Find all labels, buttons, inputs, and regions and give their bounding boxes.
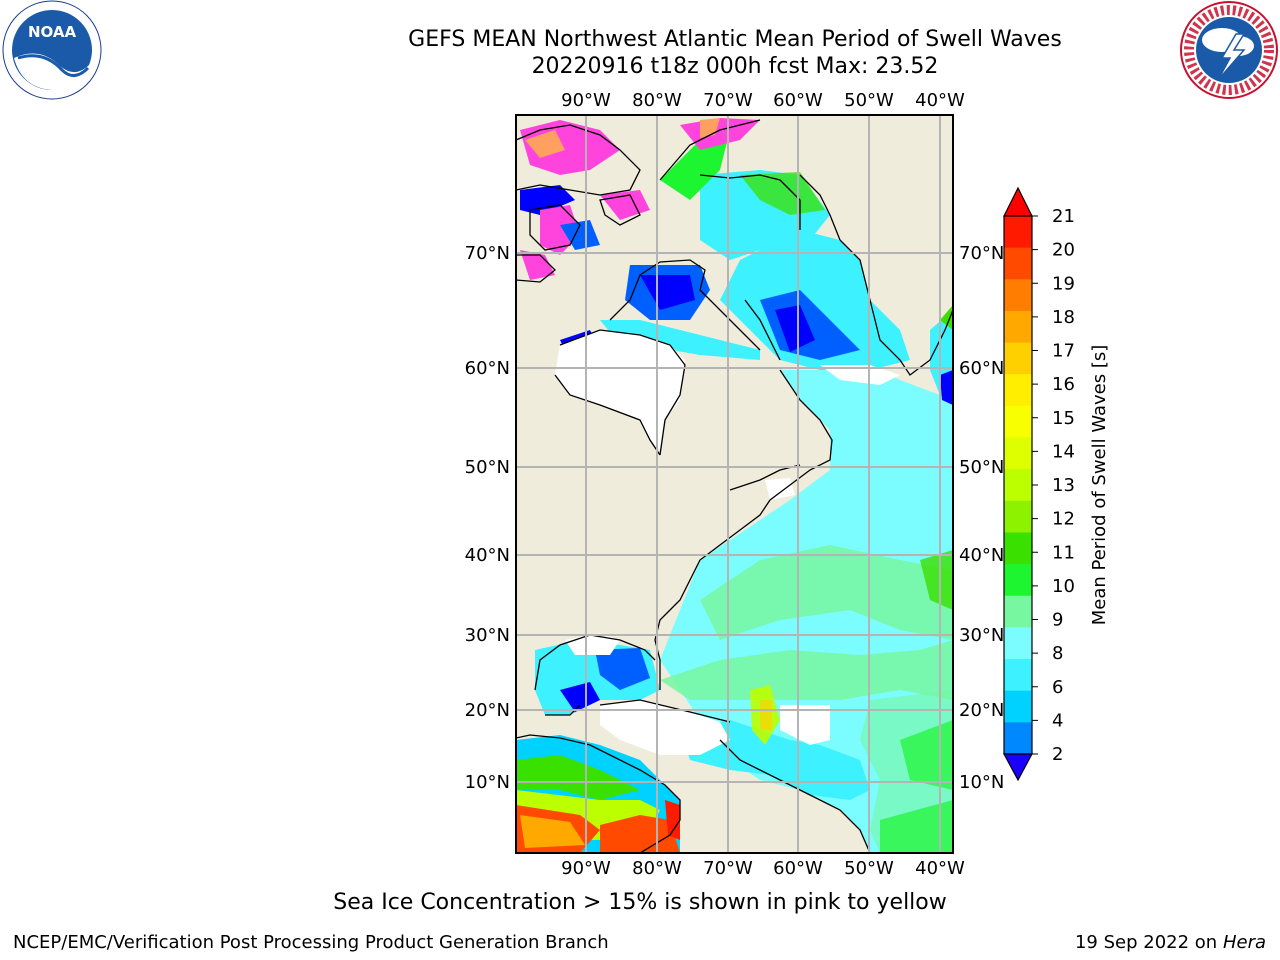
colorbar-band [1004,374,1032,407]
lat-label-left: 60°N [465,358,510,379]
lat-label-left: 70°N [465,243,510,264]
lat-label-right: 60°N [959,358,1004,379]
colorbar-band [1004,247,1032,280]
lon-label-bottom: 60°W [773,858,823,879]
colorbar-tick-label: 12 [1052,509,1075,530]
nws-logo [1180,1,1278,99]
colorbar-band [1004,690,1032,723]
lon-label-bottom: 50°W [844,858,894,879]
lon-label-top: 80°W [632,90,682,111]
lon-label-top: 90°W [561,90,611,111]
colorbar-band [1004,469,1032,502]
lat-label-left: 10°N [465,772,510,793]
colorbar: 21 20 19 18 17 16 15 14 13 12 11 10 9 8 6 4 2 Mean Perio… [1002,186,1110,782]
footer-date-text: 19 Sep 2022 on [1074,932,1218,953]
swell-field [516,118,953,853]
lon-label-top: 40°W [915,90,965,111]
colorbar-tick-label: 20 [1052,240,1075,261]
colorbar-tick-label: 11 [1052,542,1075,563]
lat-label-right: 30°N [959,625,1004,646]
lon-label-bottom: 70°W [703,858,753,879]
colorbar-band [1004,310,1032,344]
colorbar-tick-label: 14 [1052,441,1075,462]
footer-credit: NCEP/EMC/Verification Post Processing Pr… [13,932,609,953]
colorbar-band [1004,342,1032,375]
colorbar-tick-label: 6 [1052,677,1063,698]
colorbar-under-arrow [1002,753,1034,782]
lat-label-left: 40°N [465,545,510,566]
colorbar-band [1004,532,1032,565]
lon-label-bottom: 40°W [915,858,965,879]
lat-label-right: 50°N [959,457,1004,478]
lat-label-left: 30°N [465,625,510,646]
colorbar-band [1004,437,1032,470]
map-title-line1: GEFS MEAN Northwest Atlantic Mean Period… [408,27,1062,52]
lon-label-top: 50°W [844,90,894,111]
colorbar-band [1004,405,1032,439]
colorbar-band [1004,722,1032,755]
colorbar-tick-label: 15 [1052,408,1075,429]
colorbar-over-arrow [1003,186,1033,217]
colorbar-band [1004,564,1032,597]
noaa-logo-text: NOAA [28,23,77,41]
colorbar-tick-label: 21 [1052,206,1075,227]
colorbar-tick-label: 19 [1052,273,1075,294]
colorbar-band [1004,279,1032,312]
colorbar-tick-label: 9 [1052,610,1063,631]
noaa-logo: NOAA [2,0,102,100]
colorbar-tick-label: 16 [1052,374,1075,395]
colorbar-label: Mean Period of Swell Waves [s] [1089,345,1110,626]
colorbar-band [1004,659,1032,692]
lon-label-bottom: 80°W [632,858,682,879]
colorbar-tick-label: 18 [1052,307,1075,328]
colorbar-band [1004,500,1032,533]
colorbar-band [1004,216,1032,249]
colorbar-tick-label: 17 [1052,341,1075,362]
colorbar-tick-label: 13 [1052,475,1075,496]
colorbar-ticks: 21 20 19 18 17 16 15 14 13 12 11 10 9 8 6 4 2 [1032,206,1075,765]
lat-label-left: 50°N [465,457,510,478]
lon-label-top: 70°W [703,90,753,111]
colorbar-band [1004,595,1032,628]
lat-label-left: 20°N [465,700,510,721]
lon-label-top: 60°W [773,90,823,111]
footer-date: 19 Sep 2022 on Hera [1075,932,1266,953]
colorbar-band [1004,627,1032,660]
colorbar-tick-label: 8 [1052,643,1063,664]
map-caption: Sea Ice Concentration > 15% is shown in … [333,890,947,915]
map-frame [515,114,954,854]
colorbar-bands [1004,216,1032,755]
colorbar-tick-label: 2 [1052,744,1063,765]
colorbar-tick-label: 4 [1052,710,1063,731]
colorbar-tick-label: 10 [1052,576,1075,597]
lat-label-right: 70°N [959,243,1004,264]
map-title-line2: 20220916 t18z 000h fcst Max: 23.52 [531,54,939,79]
lat-label-right: 20°N [959,700,1004,721]
lat-label-right: 40°N [959,545,1004,566]
lon-label-bottom: 90°W [561,858,611,879]
lat-label-right: 10°N [959,772,1004,793]
graticule [516,115,953,853]
footer-host: Hera [1222,932,1266,953]
